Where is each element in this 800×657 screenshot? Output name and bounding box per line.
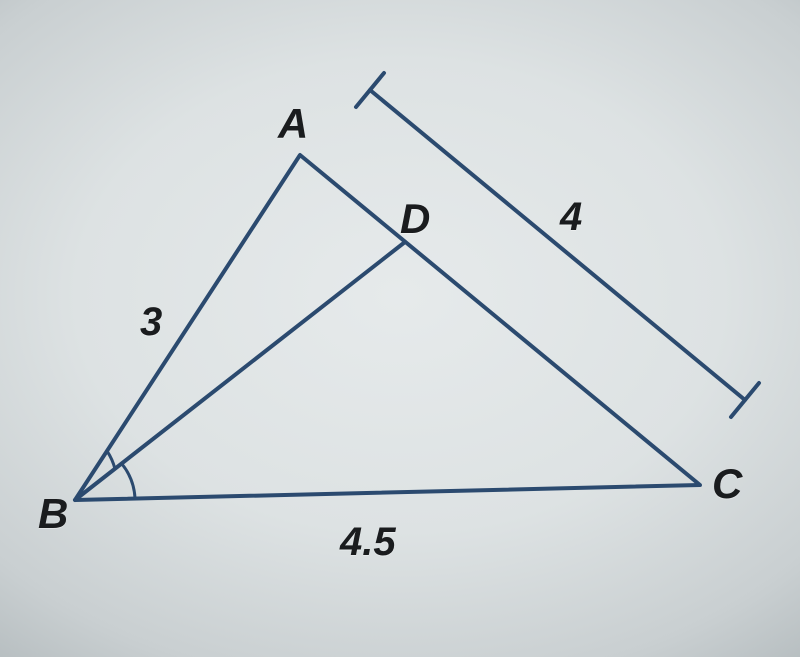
segment-bd [75, 242, 405, 500]
vertex-c-label: C [712, 460, 742, 508]
dimension-bar-ac [370, 90, 745, 400]
vertex-a-label: A [278, 100, 308, 148]
length-ab-label: 3 [140, 300, 162, 345]
angle-arc-dbc [122, 464, 135, 498]
geometry-diagram: A B C D 3 4.5 4 [0, 0, 800, 657]
vertex-d-label: D [400, 195, 430, 243]
angle-arc-abd [107, 451, 115, 469]
diagram-svg [0, 0, 800, 657]
dimension-tick-end [731, 383, 759, 417]
dimension-tick-start [356, 73, 384, 107]
length-ac-label: 4 [560, 195, 582, 240]
triangle-abc [75, 155, 700, 500]
vertex-b-label: B [38, 490, 68, 538]
length-bc-label: 4.5 [340, 520, 396, 565]
